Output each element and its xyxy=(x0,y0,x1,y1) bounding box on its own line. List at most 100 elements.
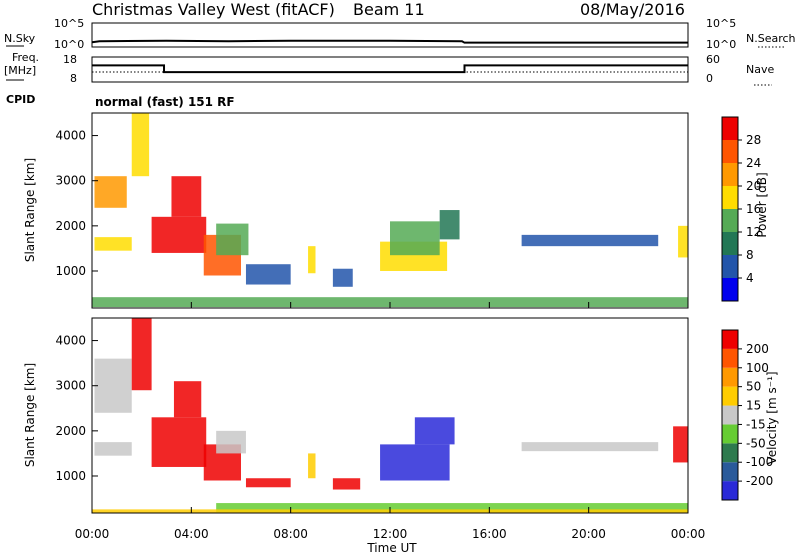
velocity-region xyxy=(380,444,450,481)
x-axis-ticks: 00:00 04:00 08:00 12:00 16:00 20:00 00:00 xyxy=(75,302,706,541)
velocity-colorbar-swatch xyxy=(722,481,738,500)
velocity-colorbar-swatch xyxy=(722,348,738,368)
freq-line xyxy=(92,64,688,74)
power-colorbar-tick-label: 24 xyxy=(746,156,761,170)
velocity-colorbar-tick-label: 50 xyxy=(746,380,761,394)
freq-series xyxy=(92,64,688,74)
velocity-colorbar-tick-label: 15 xyxy=(746,399,761,413)
nsky-bottom-tick: 10^0 xyxy=(54,38,84,51)
x-tick-label: 00:00 xyxy=(671,527,706,541)
velocity-region xyxy=(332,478,361,490)
power-colorbar-swatch xyxy=(722,232,738,255)
power-colorbar-swatch xyxy=(722,278,738,301)
power-region xyxy=(151,216,207,253)
velocity-region xyxy=(94,442,132,456)
power-region xyxy=(439,210,460,240)
power-region xyxy=(94,176,127,208)
velocity-colorbar-swatch xyxy=(722,330,738,349)
power-region xyxy=(94,237,132,251)
velocity-colorbar-label: Velocity [m s⁻¹] xyxy=(765,371,779,464)
power-y-ticks: 4000 3000 2000 1000 xyxy=(55,129,98,278)
nave-tick-high: 60 xyxy=(706,53,720,66)
power-region xyxy=(131,113,150,177)
velocity-colorbar: 200 100 50 15 -15 -50 -100 -200 xyxy=(721,329,773,501)
velocity-colorbar-swatch xyxy=(722,405,738,425)
x-tick-label: 08:00 xyxy=(273,527,308,541)
velocity-region xyxy=(216,503,688,513)
velocity-colorbar-tick-label: -50 xyxy=(746,436,766,450)
power-colorbar-tick-label: 20 xyxy=(746,179,761,193)
x-tick-label: 20:00 xyxy=(571,527,606,541)
velocity-region xyxy=(414,417,455,445)
velocity-colorbar-tick-label: 100 xyxy=(746,361,769,375)
velocity-colorbar-swatch xyxy=(722,367,738,387)
power-colorbar-swatch xyxy=(722,255,738,278)
power-ytick-label: 2000 xyxy=(55,219,86,233)
velocity-colorbar-swatch xyxy=(722,462,738,482)
velocity-y-ticks: 4000 3000 2000 1000 xyxy=(55,334,98,483)
power-region xyxy=(171,176,202,217)
nsky-panel xyxy=(91,22,689,48)
nsky-top-tick: 10^5 xyxy=(54,17,84,30)
station-title: Christmas Valley West (fitACF) xyxy=(92,0,335,19)
power-region xyxy=(216,223,249,256)
freq-panel xyxy=(91,56,689,83)
power-colorbar-tick-label: 8 xyxy=(746,248,754,262)
power-colorbar-swatch xyxy=(722,140,738,163)
freq-tick-high: 18 xyxy=(63,53,77,66)
velocity-ytick-label: 4000 xyxy=(55,334,86,348)
x-tick-label: 04:00 xyxy=(174,527,209,541)
power-ytick-label: 4000 xyxy=(55,129,86,143)
velocity-colorbar-tick-label: 200 xyxy=(746,342,769,356)
beam-label: Beam 11 xyxy=(353,0,425,19)
velocity-colorbar-tick-label: -15 xyxy=(746,417,766,431)
velocity-region xyxy=(521,442,659,452)
power-region xyxy=(678,225,688,258)
velocity-colorbar-frame xyxy=(721,329,739,501)
power-colorbar-swatch xyxy=(722,209,738,232)
x-tick-label: 00:00 xyxy=(75,527,110,541)
cpid-label: CPID xyxy=(6,93,35,106)
velocity-y-axis-label: Slant Range [km] xyxy=(23,363,37,467)
velocity-ytick-label: 1000 xyxy=(55,469,86,483)
power-ytick-label: 3000 xyxy=(55,174,86,188)
velocity-region xyxy=(216,430,246,454)
cpid-text: normal (fast) 151 RF xyxy=(95,95,235,109)
power-colorbar: 28 24 20 16 12 8 4 xyxy=(721,116,761,302)
velocity-region xyxy=(673,426,688,463)
velocity-region xyxy=(173,381,202,418)
nave-tick-low: 0 xyxy=(706,72,713,85)
velocity-region xyxy=(131,318,152,391)
power-colorbar-swatch xyxy=(722,186,738,209)
velocity-region xyxy=(151,417,207,467)
power-colorbar-tick-label: 28 xyxy=(746,133,761,147)
velocity-colorbar-swatch xyxy=(722,424,738,444)
freq-label-2: [MHz] xyxy=(4,64,36,77)
velocity-region xyxy=(245,478,291,488)
power-y-axis-label: Slant Range [km] xyxy=(23,158,37,262)
power-region xyxy=(332,268,353,287)
x-tick-label: 16:00 xyxy=(472,527,507,541)
velocity-colorbar-tick-label: -100 xyxy=(746,455,773,469)
nsearch-top-tick: 10^5 xyxy=(706,17,736,30)
power-colorbar-tick-label: 16 xyxy=(746,202,761,216)
nsearch-bottom-tick: 10^0 xyxy=(706,38,736,51)
power-region xyxy=(245,264,291,285)
velocity-colorbar-swatch xyxy=(722,386,738,406)
date-label: 08/May/2016 xyxy=(580,0,685,19)
power-colorbar-swatch xyxy=(722,117,738,140)
power-colorbar-tick-label: 4 xyxy=(746,271,754,285)
nsearch-label: N.Search xyxy=(746,32,796,45)
nsky-line xyxy=(91,39,688,44)
freq-label-1: Freq. xyxy=(12,51,39,64)
nave-label: Nave xyxy=(746,63,774,76)
power-colorbar-swatch xyxy=(722,163,738,186)
velocity-colorbar-tick-label: -200 xyxy=(746,474,773,488)
nsky-label: N.Sky xyxy=(4,32,36,45)
power-ytick-label: 1000 xyxy=(55,264,86,278)
velocity-region xyxy=(94,358,132,413)
velocity-ytick-label: 2000 xyxy=(55,424,86,438)
power-region xyxy=(308,246,316,274)
x-tick-label: 12:00 xyxy=(373,527,408,541)
